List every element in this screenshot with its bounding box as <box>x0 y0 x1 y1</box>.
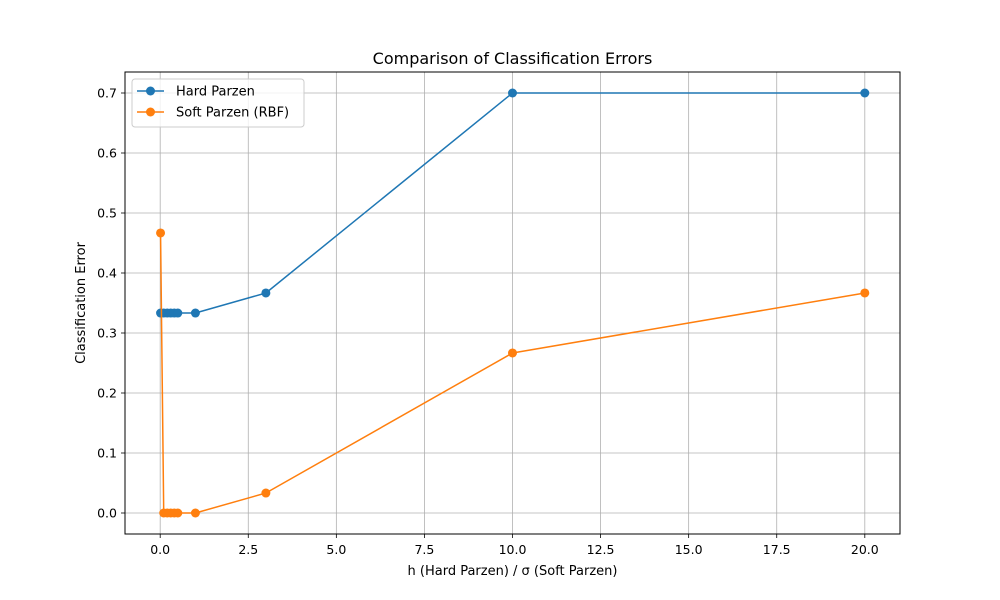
data-point-soft-parzen-rbf <box>190 508 200 518</box>
y-tick-label: 0.7 <box>97 86 117 101</box>
y-tick-label: 0.2 <box>97 386 117 401</box>
x-tick-label: 17.5 <box>763 542 791 557</box>
y-tick-label: 0.6 <box>97 146 117 161</box>
legend-label-hard-parzen: Hard Parzen <box>176 85 255 100</box>
series-layer <box>156 88 870 518</box>
chart-title: Comparison of Classification Errors <box>373 49 653 68</box>
y-tick-label: 0.4 <box>97 266 117 281</box>
data-point-soft-parzen-rbf <box>508 348 517 358</box>
x-tick-label: 20.0 <box>851 542 879 557</box>
legend-marker-soft-parzen <box>146 107 155 117</box>
data-point-hard-parzen <box>190 308 200 318</box>
data-point-soft-parzen-rbf <box>156 228 166 238</box>
data-point-hard-parzen <box>508 88 517 98</box>
x-tick-label: 15.0 <box>675 542 703 557</box>
data-point-soft-parzen-rbf <box>261 488 271 498</box>
data-point-hard-parzen <box>261 288 271 298</box>
y-axis-label: Classification Error <box>74 241 89 363</box>
data-point-hard-parzen <box>860 88 870 98</box>
y-tick-label: 0.5 <box>97 206 117 221</box>
x-tick-label: 12.5 <box>587 542 615 557</box>
x-tick-label: 2.5 <box>238 542 258 557</box>
x-axis-label: h (Hard Parzen) / σ (Soft Parzen) <box>408 564 618 579</box>
series-hard-parzen <box>156 88 870 318</box>
data-point-soft-parzen-rbf <box>173 508 183 518</box>
data-point-soft-parzen-rbf <box>860 288 870 298</box>
legend-label-soft-parzen: Soft Parzen (RBF) <box>176 106 289 121</box>
legend: Hard Parzen Soft Parzen (RBF) <box>131 78 305 128</box>
y-tick-label: 0.1 <box>97 446 117 461</box>
y-axis-ticks: 0.0 0.1 0.2 0.3 0.4 0.5 0.6 0.7 <box>97 86 125 521</box>
x-tick-label: 5.0 <box>326 542 346 557</box>
x-tick-label: 10.0 <box>499 542 527 557</box>
legend-marker-hard-parzen <box>146 86 155 96</box>
x-tick-label: 7.5 <box>414 542 434 557</box>
series-soft-parzen-rbf <box>156 228 870 518</box>
y-tick-label: 0.0 <box>97 506 117 521</box>
legend-box <box>131 78 305 128</box>
x-axis-ticks: 0.0 2.5 5.0 7.5 10.0 12.5 15.0 17.5 20.0 <box>150 534 879 557</box>
x-tick-label: 0.0 <box>150 542 170 557</box>
y-tick-label: 0.3 <box>97 326 117 341</box>
data-point-hard-parzen <box>173 308 183 318</box>
